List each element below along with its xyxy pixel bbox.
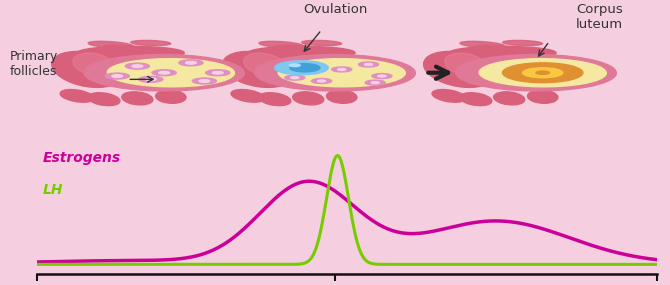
Ellipse shape bbox=[290, 64, 320, 72]
Circle shape bbox=[105, 73, 129, 79]
Circle shape bbox=[199, 80, 210, 82]
Circle shape bbox=[365, 80, 385, 85]
Ellipse shape bbox=[456, 54, 616, 91]
Circle shape bbox=[312, 79, 332, 84]
Ellipse shape bbox=[432, 89, 466, 102]
Text: Estrogens: Estrogens bbox=[43, 151, 121, 165]
Ellipse shape bbox=[259, 41, 304, 48]
Ellipse shape bbox=[255, 54, 415, 91]
Circle shape bbox=[152, 70, 176, 76]
Circle shape bbox=[192, 78, 216, 84]
Circle shape bbox=[112, 75, 123, 77]
Text: LH: LH bbox=[43, 183, 64, 197]
Ellipse shape bbox=[326, 90, 357, 103]
Text: Ovulation: Ovulation bbox=[303, 3, 367, 16]
Circle shape bbox=[179, 60, 203, 66]
Circle shape bbox=[206, 70, 230, 76]
Ellipse shape bbox=[104, 45, 157, 54]
Circle shape bbox=[139, 76, 163, 82]
Circle shape bbox=[338, 68, 346, 70]
Ellipse shape bbox=[293, 92, 324, 105]
Circle shape bbox=[318, 80, 326, 82]
Circle shape bbox=[291, 77, 299, 79]
Ellipse shape bbox=[445, 53, 486, 76]
Ellipse shape bbox=[502, 40, 543, 46]
Circle shape bbox=[285, 75, 305, 80]
Ellipse shape bbox=[479, 59, 606, 87]
Ellipse shape bbox=[476, 45, 529, 54]
Ellipse shape bbox=[122, 92, 153, 105]
Ellipse shape bbox=[52, 52, 123, 87]
Ellipse shape bbox=[460, 41, 505, 48]
Ellipse shape bbox=[88, 93, 120, 106]
Circle shape bbox=[364, 64, 373, 66]
Circle shape bbox=[378, 75, 386, 77]
Ellipse shape bbox=[248, 46, 355, 60]
Text: Corpus
luteum: Corpus luteum bbox=[576, 3, 623, 31]
Ellipse shape bbox=[460, 93, 492, 106]
Circle shape bbox=[212, 72, 223, 74]
Ellipse shape bbox=[527, 90, 558, 103]
Ellipse shape bbox=[494, 92, 525, 105]
Circle shape bbox=[358, 62, 379, 67]
Circle shape bbox=[186, 62, 196, 64]
Ellipse shape bbox=[423, 52, 494, 87]
Circle shape bbox=[371, 82, 379, 84]
Ellipse shape bbox=[449, 46, 556, 60]
Ellipse shape bbox=[275, 61, 328, 75]
Circle shape bbox=[159, 72, 170, 74]
Circle shape bbox=[372, 74, 392, 79]
Ellipse shape bbox=[231, 89, 265, 102]
Ellipse shape bbox=[302, 40, 342, 46]
Circle shape bbox=[332, 67, 352, 72]
Ellipse shape bbox=[84, 54, 245, 91]
Circle shape bbox=[289, 64, 300, 67]
Ellipse shape bbox=[244, 53, 285, 76]
Ellipse shape bbox=[222, 52, 293, 87]
Ellipse shape bbox=[107, 59, 234, 87]
Circle shape bbox=[145, 78, 156, 81]
Ellipse shape bbox=[77, 46, 184, 60]
Ellipse shape bbox=[73, 53, 115, 76]
Ellipse shape bbox=[131, 40, 171, 46]
Ellipse shape bbox=[275, 45, 328, 54]
Ellipse shape bbox=[278, 59, 405, 87]
Ellipse shape bbox=[60, 89, 94, 102]
Ellipse shape bbox=[155, 90, 186, 103]
Circle shape bbox=[523, 68, 563, 78]
Ellipse shape bbox=[259, 93, 291, 106]
Text: Primary
follicles: Primary follicles bbox=[10, 50, 58, 78]
Circle shape bbox=[125, 63, 149, 69]
Ellipse shape bbox=[88, 41, 133, 48]
Circle shape bbox=[132, 65, 143, 68]
Circle shape bbox=[502, 63, 583, 83]
Circle shape bbox=[536, 71, 549, 74]
